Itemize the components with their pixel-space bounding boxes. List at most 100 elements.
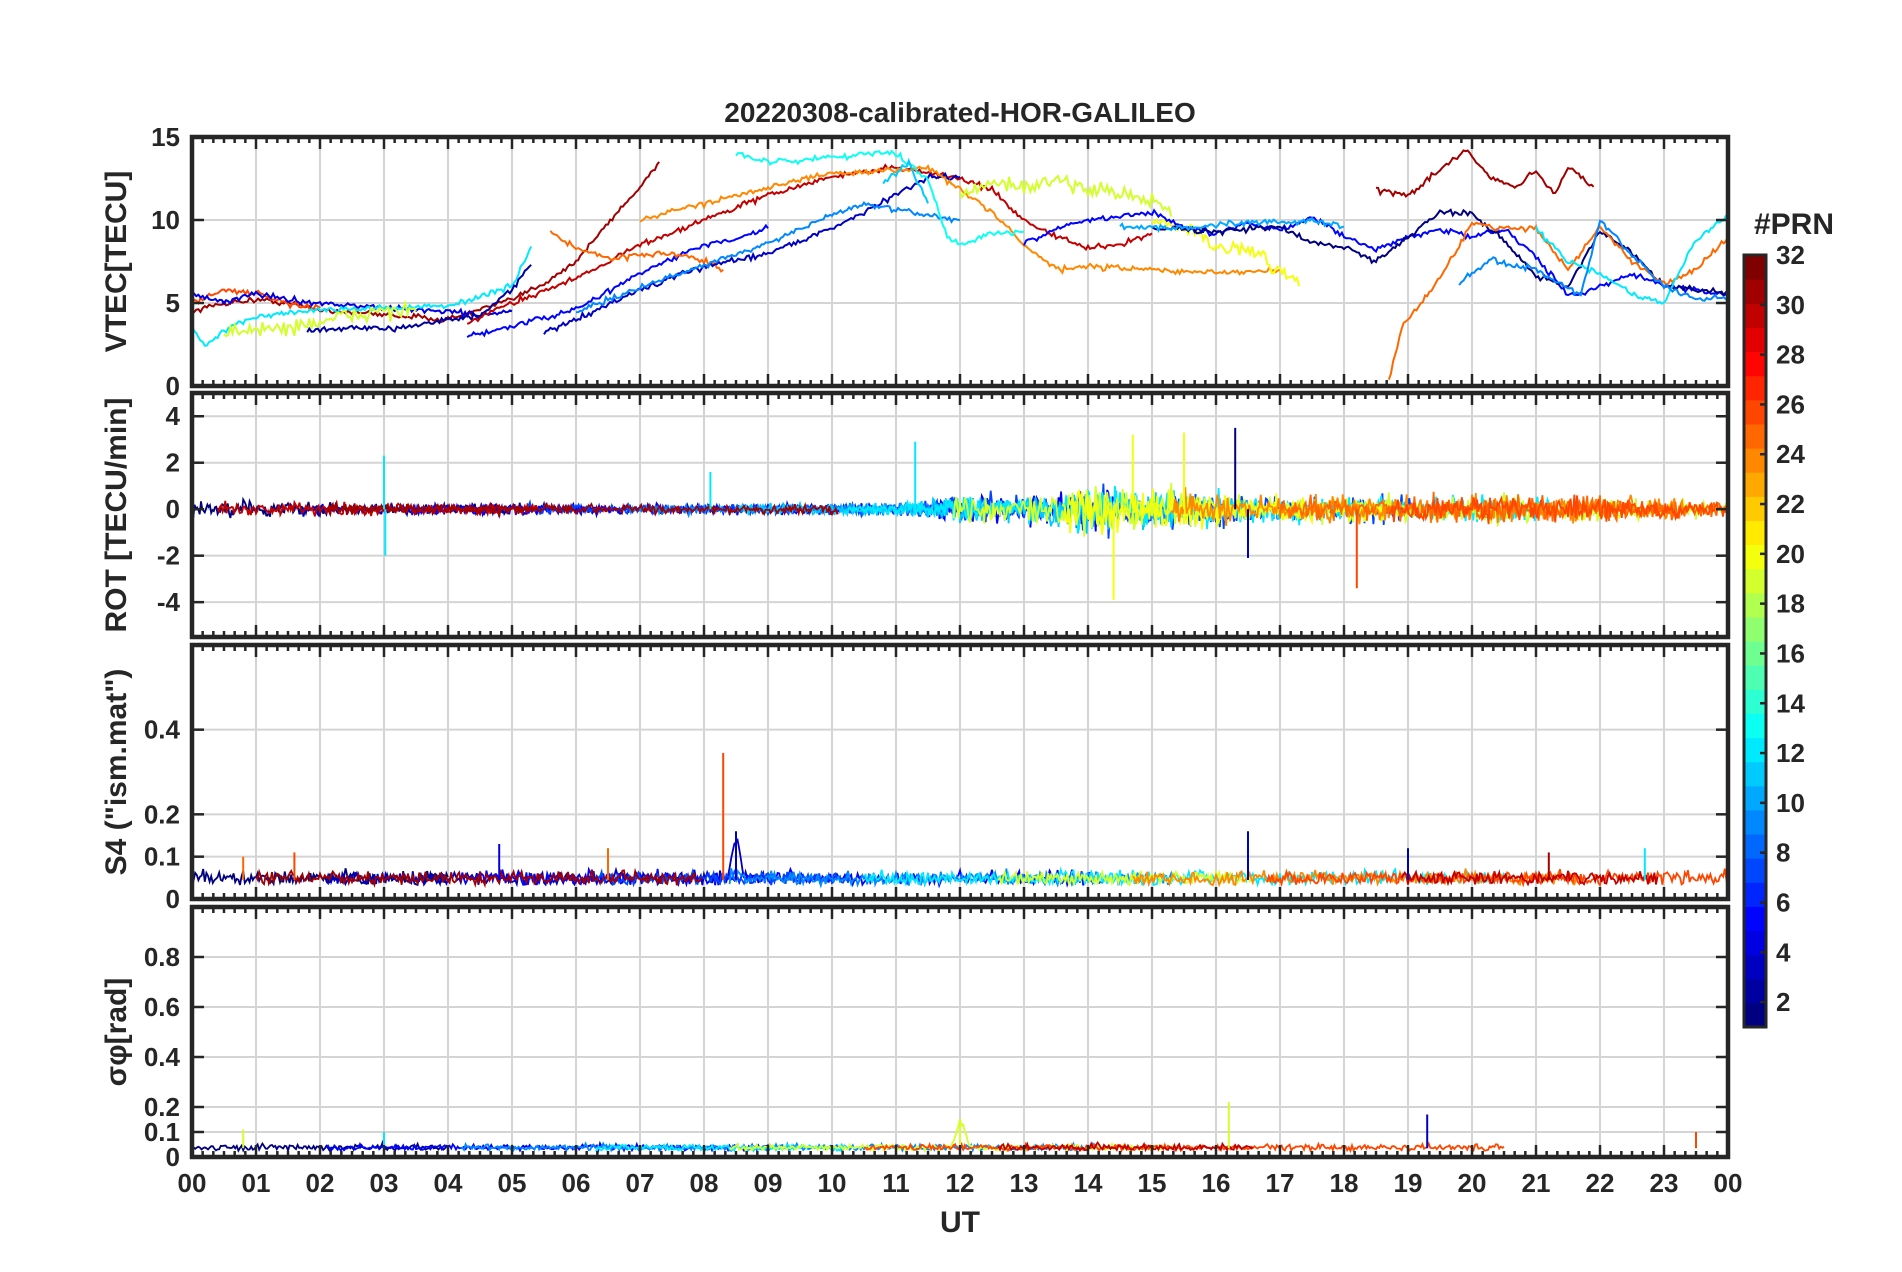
panel-frame: [189, 904, 1731, 1160]
colorbar-segment: [1744, 327, 1766, 353]
x-tick-label: 00: [1714, 1168, 1743, 1198]
panel-vtec: 0 5 10 15 VTEC[TECU]: [100, 122, 1731, 401]
colorbar-segment: [1744, 520, 1766, 546]
series-line: [1400, 868, 1659, 887]
y-tick-label: 0.2: [144, 1092, 180, 1122]
series-line: [575, 200, 961, 314]
series-line: [1375, 149, 1595, 199]
series-line: [306, 264, 532, 334]
series-line: [639, 164, 1281, 276]
colorbar-tick-label: 12: [1776, 738, 1805, 768]
colorbar-segment: [1744, 737, 1766, 763]
colorbar-segment: [1744, 882, 1766, 907]
y-axis-label: ROT [TECU/min]: [100, 398, 133, 633]
colorbar-segment: [1744, 375, 1766, 401]
series-line: [997, 1140, 1254, 1153]
y-tick-label: 0.6: [144, 992, 180, 1022]
x-tick-label: 14: [1074, 1168, 1103, 1198]
y-tick-label: 2: [166, 448, 180, 478]
series-line: [1170, 487, 1685, 526]
x-tick-label: 11: [882, 1168, 910, 1198]
y-tick-label: 0: [166, 371, 180, 401]
series-line: [1266, 868, 1728, 888]
colorbar-tick-label: 8: [1776, 838, 1790, 868]
panel-frame: [189, 134, 1731, 389]
colorbar-segment: [1744, 255, 1766, 280]
colorbar-segment: [1744, 1002, 1766, 1028]
series-line: [1023, 208, 1728, 297]
colorbar-tick-label: 4: [1776, 937, 1791, 967]
series-line: [543, 171, 961, 335]
x-tick-label: 10: [818, 1168, 847, 1198]
y-axis-label: VTEC[TECU]: [100, 171, 133, 353]
colorbar-segment: [1744, 665, 1766, 690]
colorbar-segment: [1744, 761, 1766, 787]
colorbar-segment: [1744, 351, 1766, 377]
series-line: [192, 290, 513, 319]
colorbar-tick-label: 20: [1776, 539, 1805, 569]
panel-rot: -4 -2 0 2 4 ROT [TECU/min]: [100, 390, 1731, 640]
x-tick-label: 21: [1522, 1168, 1551, 1198]
colorbar-tick-label: 18: [1776, 589, 1805, 619]
series-line: [959, 173, 1173, 217]
x-tick-label: 19: [1394, 1168, 1423, 1198]
x-tick-label: 12: [946, 1168, 975, 1198]
chart-title: 20220308-calibrated-HOR-GALILEO: [724, 97, 1196, 128]
series-group: [192, 427, 1728, 600]
colorbar-segment: [1744, 568, 1766, 594]
series-line: [1119, 216, 1345, 234]
colorbar-tick-label: 10: [1776, 788, 1805, 818]
colorbar-segment: [1744, 423, 1766, 449]
x-tick-label: 05: [498, 1168, 527, 1198]
colorbar-segment: [1744, 496, 1766, 521]
colorbar-segment: [1744, 858, 1766, 883]
colorbar-segment: [1744, 978, 1766, 1004]
colorbar-segment: [1744, 641, 1766, 666]
x-tick-label: 06: [562, 1168, 591, 1198]
colorbar-segment: [1744, 399, 1766, 425]
series-group: [192, 752, 1728, 889]
x-tick-label: 20: [1458, 1168, 1487, 1198]
x-tick-label: 22: [1586, 1168, 1615, 1198]
colorbar-segment: [1744, 592, 1766, 618]
x-tick-label: 13: [1010, 1168, 1039, 1198]
x-tick-label: 15: [1138, 1168, 1167, 1198]
series-group: [192, 1102, 1697, 1154]
x-tick-label: 18: [1330, 1168, 1359, 1198]
colorbar-segment: [1744, 616, 1766, 642]
colorbar-tick-label: 6: [1776, 887, 1790, 917]
colorbar-segment: [1744, 785, 1766, 811]
series-group: [192, 149, 1728, 381]
colorbar-segment: [1744, 472, 1766, 497]
x-tick-label: 08: [690, 1168, 719, 1198]
y-tick-label: 0: [166, 1142, 180, 1172]
colorbar-tick-label: 2: [1776, 987, 1790, 1017]
panel-sigma_phi: 00.10.2 0.4 0.6 0.8 σφ[rad]: [100, 904, 1731, 1172]
colorbar-tick-label: 26: [1776, 389, 1805, 419]
y-tick-label: 0: [166, 884, 180, 914]
colorbar-segment: [1744, 544, 1766, 570]
series-line: [549, 230, 724, 273]
x-tick-label: 02: [306, 1168, 335, 1198]
y-tick-label: 0: [166, 494, 180, 524]
x-tick-label: 17: [1266, 1168, 1295, 1198]
colorbar-segment: [1744, 930, 1766, 956]
colorbar-segment: [1744, 834, 1766, 859]
series-line: [466, 163, 1153, 325]
panel-frame: [189, 390, 1731, 640]
panel-s4: 0 0.1 0.2 0.4 S4 ("ism.mat"): [100, 642, 1731, 914]
y-tick-label: 0.1: [144, 1117, 180, 1147]
colorbar-tick-label: 16: [1776, 638, 1805, 668]
colorbar-tick-label: 30: [1776, 290, 1805, 320]
x-tick-label: 03: [370, 1168, 399, 1198]
x-tick-label: 04: [434, 1168, 463, 1198]
x-tick-label: 01: [242, 1168, 271, 1198]
colorbar-segment: [1744, 954, 1766, 980]
y-tick-label: 0.1: [144, 842, 180, 872]
x-tick-label: 23: [1650, 1168, 1679, 1198]
y-tick-label: 10: [151, 205, 180, 235]
series-line: [1535, 214, 1728, 305]
colorbar-segment: [1744, 689, 1766, 714]
x-tick-label: 09: [754, 1168, 783, 1198]
